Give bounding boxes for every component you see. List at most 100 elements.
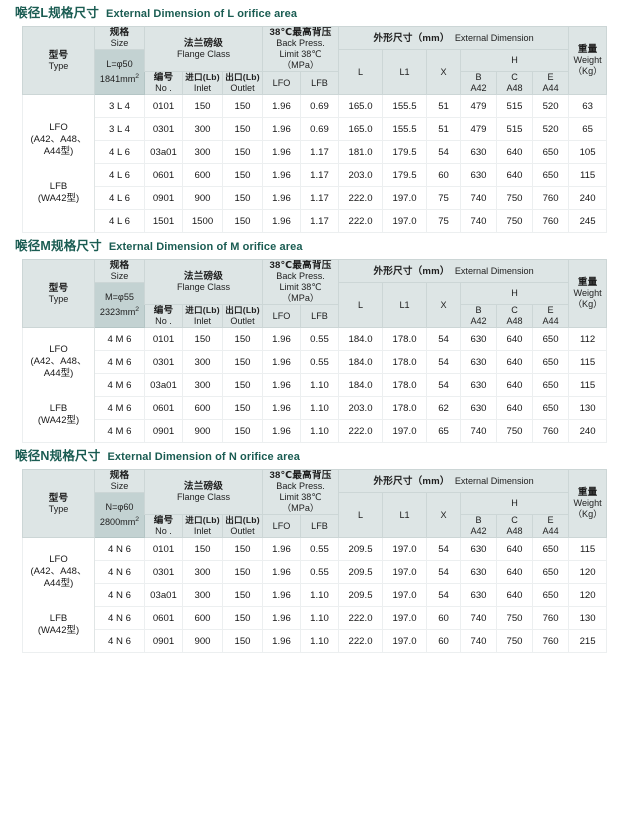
cell-lfo: 1.96 [262, 373, 302, 397]
cell-size: 4 N 6 [94, 537, 145, 561]
table-row: 4 N 6 03a01 300 150 1.96 1.10 209.5 197.0 54 630 6… [23, 583, 608, 607]
table-row: 4 N 6 0901 900 150 1.96 1.10 222.0 197.0 60 740 75… [23, 629, 608, 653]
table-row: 4 M 6 0601 600 150 1.96 1.10 203.0 178.0 62 630 64… [23, 396, 608, 420]
cell-h-c: 640 [496, 396, 534, 420]
cell-lfb: 1.10 [300, 583, 340, 607]
cell-inlet: 600 [182, 396, 223, 420]
section-title-zh: 喉径L规格尺寸 [15, 6, 100, 20]
cell-inlet: 1500 [182, 209, 223, 233]
cell-no: 03a01 [144, 373, 183, 397]
col-header-type: 型号 Type [22, 469, 95, 538]
cell-l1: 197.0 [382, 209, 428, 233]
cell-inlet: 150 [182, 94, 223, 118]
cell-h-c: 750 [496, 629, 534, 653]
cell-outlet: 150 [221, 117, 264, 141]
cell-size: 4 L 6 [94, 186, 145, 210]
type-lfb: LFB (WA42型) [37, 402, 80, 426]
cell-lfb: 0.55 [300, 350, 340, 374]
cell-l1: 197.0 [382, 537, 428, 561]
cell-x: 54 [426, 373, 462, 397]
table-row: 4 L 6 1501 1500 150 1.96 1.17 222.0 197.0 75 740 7… [23, 209, 608, 233]
cell-weight: 120 [568, 583, 608, 607]
col-header-external-dimension: 外形尺寸（mm） External Dimension [338, 26, 570, 50]
cell-no: 0101 [144, 327, 183, 351]
cell-h-b: 740 [460, 606, 498, 630]
col-header-no: 编号 No . [144, 71, 183, 95]
col-header-type: 型号 Type [22, 26, 95, 95]
cell-l1: 178.0 [382, 396, 428, 420]
cell-l: 165.0 [338, 117, 384, 141]
cell-h-c: 640 [496, 583, 534, 607]
table-body: LFO (A42、A48、 A44型) LFB (WA42型) 4 N 6 0101 150 1… [22, 537, 608, 653]
col-header-inlet: 进口(Lb) Inlet [182, 304, 223, 328]
cell-size: 4 M 6 [94, 350, 145, 374]
cell-x: 54 [426, 560, 462, 584]
cell-h-c: 750 [496, 419, 534, 443]
cell-outlet: 150 [221, 163, 264, 187]
cell-l: 209.5 [338, 537, 384, 561]
cell-lfb: 1.17 [300, 163, 340, 187]
cell-size: 4 M 6 [94, 419, 145, 443]
cell-x: 75 [426, 209, 462, 233]
cell-inlet: 300 [182, 350, 223, 374]
cell-weight: 115 [568, 373, 608, 397]
cell-size: 4 M 6 [94, 327, 145, 351]
cell-h-e: 650 [532, 396, 570, 420]
cell-inlet: 300 [182, 560, 223, 584]
col-header-size-value: N=φ60 2800mm2 [94, 492, 145, 538]
cell-weight: 130 [568, 606, 608, 630]
cell-h-c: 640 [496, 373, 534, 397]
section-title-en: External Dimension of M orifice area [108, 241, 303, 253]
cell-l: 184.0 [338, 373, 384, 397]
cell-h-e: 650 [532, 537, 570, 561]
table-row: 4 M 6 03a01 300 150 1.96 1.10 184.0 178.0 54 630 6… [23, 373, 608, 397]
col-header-back-pressure: 38℃最高背压 Back Press. Limit 38℃ （MPa） [262, 26, 340, 72]
cell-outlet: 150 [221, 94, 264, 118]
cell-l1: 197.0 [382, 419, 428, 443]
cell-weight: 245 [568, 209, 608, 233]
cell-lfb: 1.10 [300, 396, 340, 420]
cell-lfo: 1.96 [262, 396, 302, 420]
cell-h-e: 760 [532, 209, 570, 233]
cell-weight: 115 [568, 537, 608, 561]
cell-l1: 178.0 [382, 373, 428, 397]
table-row: 4 L 6 0901 900 150 1.96 1.17 222.0 197.0 75 740 75… [23, 186, 608, 210]
cell-type-models: LFO (A42、A48、 A44型) LFB (WA42型) [22, 537, 95, 653]
col-header-weight: 重量 Weight （Kg） [568, 469, 608, 538]
cell-h-c: 640 [496, 140, 534, 164]
cell-l: 181.0 [338, 140, 384, 164]
cell-weight: 115 [568, 163, 608, 187]
col-header-h-c: C A48 [496, 514, 534, 538]
cell-h-b: 740 [460, 186, 498, 210]
col-header-x: X [426, 492, 462, 538]
cell-l1: 155.5 [382, 94, 428, 118]
cell-outlet: 150 [221, 606, 264, 630]
col-header-h-c: C A48 [496, 304, 534, 328]
cell-lfb: 1.10 [300, 373, 340, 397]
cell-h-c: 750 [496, 186, 534, 210]
col-header-weight: 重量 Weight （Kg） [568, 259, 608, 328]
cell-lfo: 1.96 [262, 419, 302, 443]
cell-h-e: 650 [532, 327, 570, 351]
cell-size: 4 N 6 [94, 606, 145, 630]
cell-outlet: 150 [221, 209, 264, 233]
cell-h-e: 520 [532, 94, 570, 118]
col-header-no: 编号 No . [144, 304, 183, 328]
cell-size: 4 N 6 [94, 560, 145, 584]
col-header-external-dimension: 外形尺寸（mm） External Dimension [338, 259, 570, 283]
cell-l: 222.0 [338, 629, 384, 653]
table-row: 3 L 4 0301 300 150 1.96 0.69 165.0 155.5 51 479 51… [23, 117, 608, 141]
col-header-size: 规格 Size [94, 469, 145, 493]
col-header-back-pressure: 38℃最高背压 Back Press. Limit 38℃ （MPa） [262, 469, 340, 515]
cell-x: 60 [426, 629, 462, 653]
cell-l1: 197.0 [382, 606, 428, 630]
col-header-outlet: 出口(Lb) Outlet [221, 304, 264, 328]
cell-type-models: LFO (A42、A48、 A44型) LFB (WA42型) [22, 94, 95, 233]
col-header-h-b: B A42 [460, 71, 498, 95]
cell-outlet: 150 [221, 186, 264, 210]
col-header-inlet: 进口(Lb) Inlet [182, 71, 223, 95]
cell-size: 4 L 6 [94, 163, 145, 187]
table-row: 4 M 6 0301 300 150 1.96 0.55 184.0 178.0 54 630 64… [23, 350, 608, 374]
cell-outlet: 150 [221, 327, 264, 351]
cell-no: 0301 [144, 350, 183, 374]
